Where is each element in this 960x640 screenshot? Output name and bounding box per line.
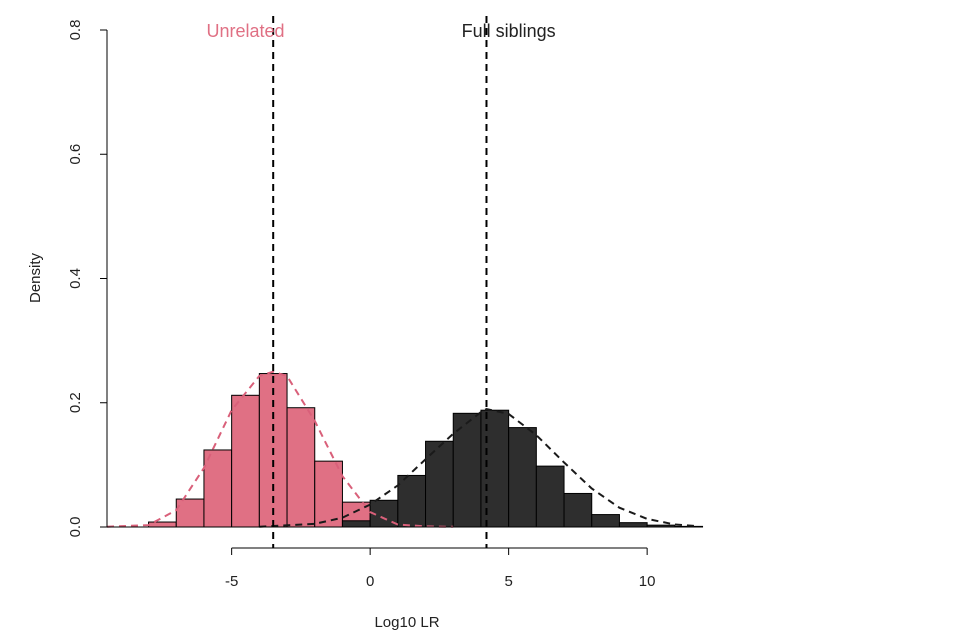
full-siblings-bar <box>563 492 593 528</box>
unrelated-label: Unrelated <box>206 21 284 41</box>
unrelated-density-curve <box>106 370 454 528</box>
unrelated-bar <box>286 407 316 528</box>
full-siblings-bar <box>397 474 427 528</box>
unrelated-bar <box>148 521 177 528</box>
y-tick-label: 0.6 <box>67 144 84 165</box>
annotations: Unrelated Full siblings <box>206 21 555 41</box>
y-tick-label: 0.0 <box>67 517 84 538</box>
x-tick-label: -5 <box>225 573 238 590</box>
full-siblings-bar <box>341 520 371 528</box>
full-siblings-label: Full siblings <box>462 21 556 41</box>
y-tick-label: 0.4 <box>67 268 84 289</box>
axes: 0.0 0.2 0.4 0.6 0.8 -5 0 5 10 Log10 LR Density <box>27 20 697 631</box>
unrelated-bar <box>175 498 205 528</box>
mean-lines <box>272 16 488 548</box>
y-axis-label: Density <box>27 252 44 303</box>
x-axis-label: Log10 LR <box>374 614 439 631</box>
y-tick-label: 0.8 <box>67 20 84 41</box>
x-tick-label: 0 <box>366 573 374 590</box>
full-siblings-bar <box>618 522 648 528</box>
full-siblings-bar <box>508 427 537 528</box>
density-curves <box>106 370 698 528</box>
unrelated-bar <box>203 449 233 528</box>
x-tick-label: 5 <box>504 573 512 590</box>
full-siblings-bar <box>480 409 510 528</box>
full-siblings-bars <box>341 409 704 528</box>
full-siblings-bar <box>535 465 565 528</box>
x-tick-label: 10 <box>639 573 656 590</box>
full-siblings-bar <box>591 514 620 528</box>
y-tick-label: 0.2 <box>67 392 84 413</box>
full-siblings-density-curve <box>259 407 698 528</box>
unrelated-bar <box>314 460 343 528</box>
unrelated-bar <box>231 394 260 528</box>
